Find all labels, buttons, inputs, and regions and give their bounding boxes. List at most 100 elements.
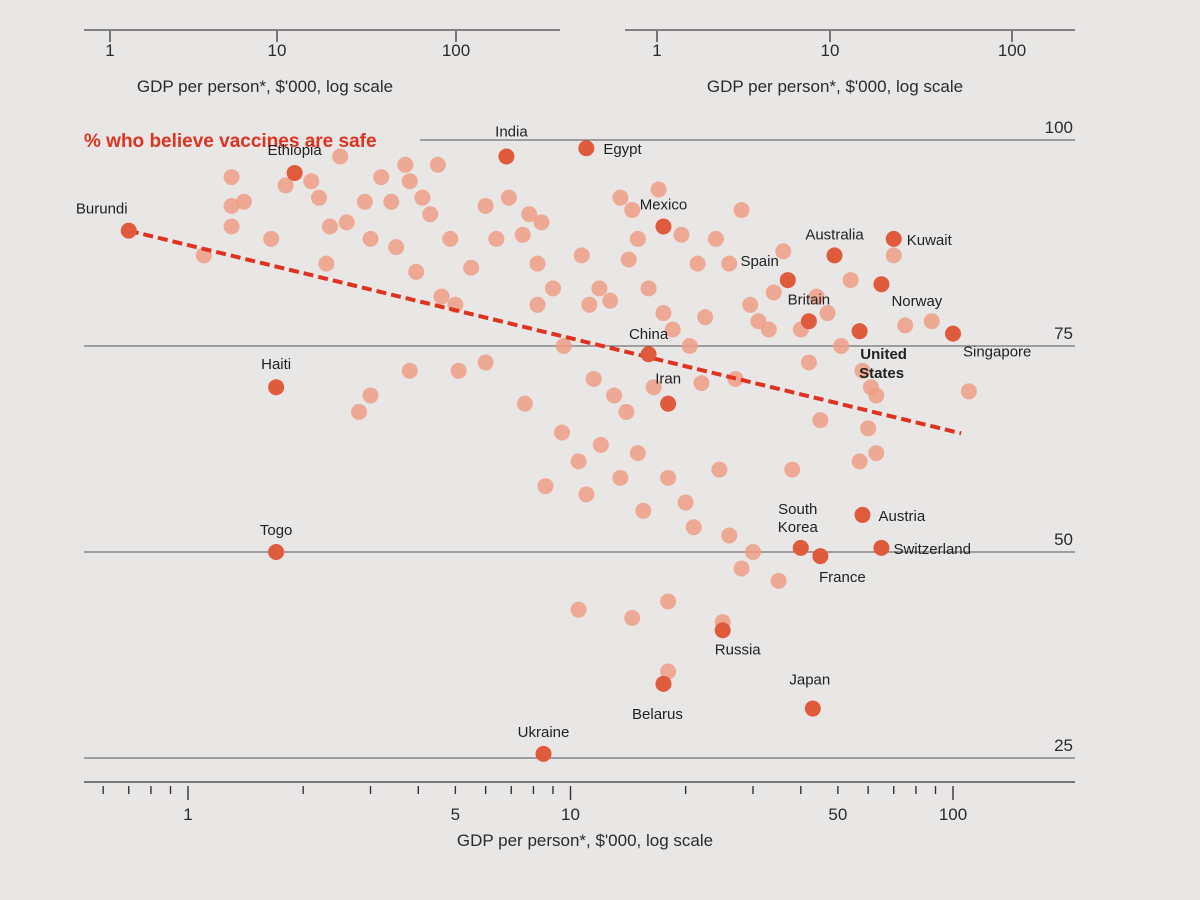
data-point xyxy=(553,424,570,441)
data-point xyxy=(744,544,761,560)
data-point xyxy=(591,280,608,297)
data-point xyxy=(733,202,750,219)
x-tick-label: 50 xyxy=(828,805,847,824)
country-label: Japan xyxy=(789,672,830,689)
country-label: United xyxy=(860,346,907,363)
data-point xyxy=(689,255,706,272)
data-point xyxy=(693,375,710,392)
country-label: Ukraine xyxy=(518,724,570,741)
data-point xyxy=(868,445,885,462)
country-label: Togo xyxy=(260,522,293,539)
top-panel-tick-label: 100 xyxy=(998,41,1026,60)
data-point xyxy=(414,189,431,206)
data-point xyxy=(514,226,531,243)
data-point-highlight xyxy=(812,548,829,565)
data-point xyxy=(442,230,459,247)
x-tick-label: 10 xyxy=(561,805,580,824)
country-label: Mexico xyxy=(640,197,688,214)
data-point xyxy=(851,453,868,470)
data-point xyxy=(277,177,294,194)
data-point xyxy=(677,494,694,511)
top-panel-tick-label: 10 xyxy=(821,41,840,60)
country-label: Britain xyxy=(788,291,831,308)
data-point xyxy=(373,169,390,186)
data-point xyxy=(645,379,662,396)
gridlines xyxy=(84,139,1075,759)
background-points xyxy=(195,148,977,680)
country-label: Australia xyxy=(805,226,864,243)
data-point-highlight xyxy=(945,325,961,342)
labeled-points xyxy=(120,140,961,762)
data-point xyxy=(868,387,885,404)
data-point xyxy=(775,243,792,260)
data-point xyxy=(555,338,572,354)
country-label: South xyxy=(778,501,817,518)
data-point xyxy=(500,189,517,206)
data-point xyxy=(521,206,538,223)
data-point xyxy=(664,321,681,338)
data-point xyxy=(383,193,400,210)
data-point xyxy=(602,292,619,309)
country-label: France xyxy=(819,569,866,586)
data-point xyxy=(401,362,418,379)
country-label: Switzerland xyxy=(893,541,971,558)
data-point xyxy=(833,338,850,354)
data-point xyxy=(321,218,338,235)
data-point xyxy=(620,251,637,268)
data-point xyxy=(860,420,877,437)
x-axis: 1 5 10 50 100 xyxy=(84,781,1075,824)
data-point xyxy=(570,453,587,470)
data-point-highlight xyxy=(640,346,657,363)
data-point xyxy=(338,214,355,231)
data-point-highlight xyxy=(792,539,809,556)
data-point-highlight xyxy=(660,395,677,412)
country-label: Russia xyxy=(715,641,762,658)
top-axis-panels: 1 10 100 GDP per person*, $'000, log scale 1… xyxy=(84,29,1075,96)
country-labels: Burundi Ethiopia India Egypt Mexico Australia… xyxy=(76,123,1031,740)
data-point xyxy=(629,230,646,247)
data-point xyxy=(885,247,902,264)
data-point xyxy=(533,214,550,231)
data-point xyxy=(463,259,480,276)
data-point xyxy=(812,412,829,429)
data-point xyxy=(433,288,450,305)
country-label: Kuwait xyxy=(907,232,953,249)
data-point xyxy=(570,601,587,618)
y-tick-labels: 25 50 75 100 xyxy=(1045,118,1073,755)
chart-title: % who believe vaccines are safe xyxy=(84,131,377,152)
data-point xyxy=(685,519,702,536)
data-point xyxy=(923,313,940,330)
x-tick-label: 5 xyxy=(451,805,460,824)
country-label: Iran xyxy=(655,371,681,388)
country-label: India xyxy=(495,123,528,140)
data-point xyxy=(660,593,677,610)
y-tick-label: 100 xyxy=(1045,118,1073,137)
data-point xyxy=(660,469,677,486)
data-point-highlight xyxy=(873,276,890,293)
data-point xyxy=(897,317,914,334)
country-label: Egypt xyxy=(603,141,642,158)
data-point-highlight xyxy=(873,539,890,556)
y-tick-label: 25 xyxy=(1054,736,1073,755)
y-tick-label: 75 xyxy=(1054,324,1073,343)
data-point xyxy=(800,354,817,371)
data-point xyxy=(362,230,379,247)
country-label: Austria xyxy=(879,508,926,525)
data-point xyxy=(697,309,714,326)
country-label: Korea xyxy=(778,519,819,536)
data-point xyxy=(235,193,252,210)
data-point xyxy=(960,383,977,400)
country-label: Ethiopia xyxy=(268,142,323,159)
data-point xyxy=(332,148,349,165)
top-panel-tick-label: 100 xyxy=(442,41,470,60)
data-point xyxy=(655,305,672,322)
data-point xyxy=(606,387,623,404)
data-point-highlight xyxy=(826,247,843,264)
data-point xyxy=(581,296,598,313)
data-point-highlight xyxy=(655,218,672,235)
data-point xyxy=(629,445,646,462)
data-point xyxy=(401,173,418,190)
top-panel-axis-label: GDP per person*, $'000, log scale xyxy=(707,77,963,96)
data-point xyxy=(624,202,641,219)
country-label: States xyxy=(859,365,904,382)
